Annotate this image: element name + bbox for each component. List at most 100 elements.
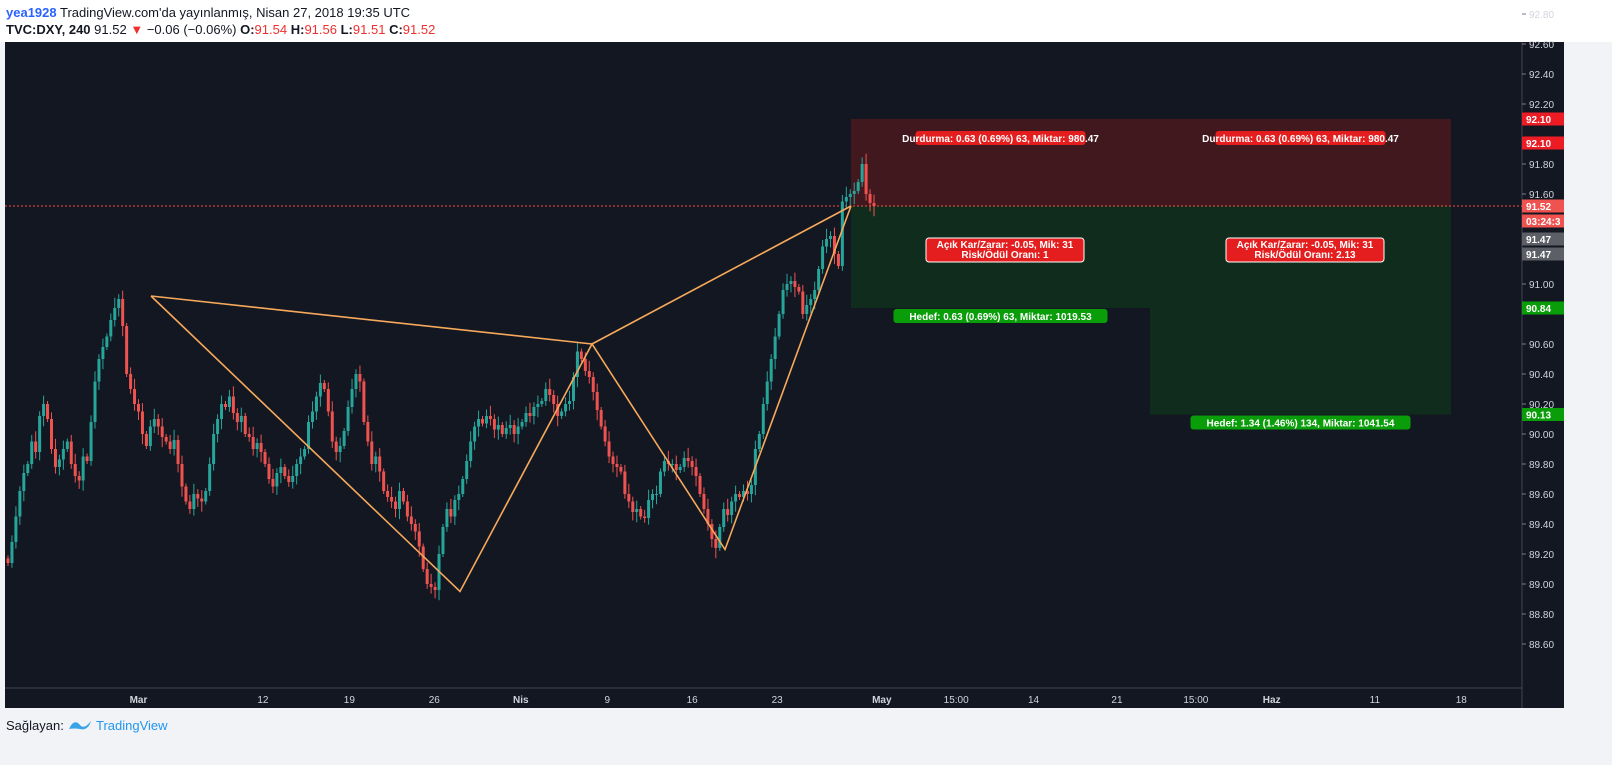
- candle-body: [813, 290, 817, 299]
- candle-body: [492, 419, 496, 430]
- time-tick-label: Nis: [513, 695, 529, 706]
- down-arrow-icon: ▼: [130, 22, 144, 37]
- candle-body: [326, 389, 330, 412]
- target-zone-2[interactable]: [1150, 206, 1451, 415]
- candle-body: [176, 440, 180, 464]
- candle-body: [192, 494, 196, 509]
- low-value: 91.51: [352, 22, 386, 37]
- candle-body: [231, 396, 235, 413]
- time-tick-label: 23: [772, 695, 784, 706]
- candle-body: [81, 456, 85, 481]
- candle-body: [263, 452, 267, 464]
- price-tick-label: 88.60: [1529, 640, 1554, 651]
- candle-body: [564, 404, 568, 412]
- publish-line: yea1928 TradingView.com'da yayınlanmış, …: [6, 5, 410, 20]
- candle-body: [825, 239, 829, 247]
- price-tick-label: 90.60: [1529, 340, 1554, 351]
- candle-body: [864, 164, 868, 194]
- candle-body: [730, 501, 734, 515]
- provided-by-label: Sağlayan:: [6, 718, 64, 733]
- candle-body: [587, 371, 591, 377]
- candle-body: [386, 491, 390, 497]
- time-tick-label: 14: [1028, 695, 1040, 706]
- candle-body: [394, 501, 398, 509]
- time-axis[interactable]: [5, 688, 1522, 708]
- price-badge-label: 90.13: [1526, 411, 1551, 422]
- candle-body: [417, 531, 421, 547]
- candle-body: [769, 359, 773, 382]
- price-badge: [1522, 408, 1564, 421]
- harmonic-pattern-leg[interactable]: [591, 205, 852, 345]
- candle-body: [445, 509, 449, 527]
- candle-body: [745, 491, 749, 494]
- harmonic-pattern-leg[interactable]: [150, 295, 593, 345]
- candle-body: [77, 476, 81, 481]
- candle-body: [805, 305, 809, 314]
- candle-body: [429, 584, 433, 587]
- open-value: 91.54: [254, 22, 288, 37]
- candle-body: [441, 527, 445, 554]
- candle-body: [607, 441, 611, 457]
- candle-body: [34, 441, 38, 452]
- time-tick-label: Mar: [130, 695, 148, 706]
- candle-body: [532, 407, 536, 416]
- candle-body: [662, 461, 666, 472]
- candle-body: [160, 426, 164, 437]
- price-axis[interactable]: [1522, 42, 1564, 708]
- candle-body: [872, 203, 876, 206]
- candle-body: [69, 441, 73, 464]
- candle-body: [698, 476, 702, 494]
- candle-body: [6, 558, 10, 563]
- candle-body: [560, 411, 564, 416]
- price-tick-label: 92.80: [1529, 10, 1554, 21]
- candle-body: [212, 434, 216, 464]
- symbol-label[interactable]: TVC:DXY, 240: [6, 22, 91, 37]
- price-badge: [1522, 301, 1564, 315]
- candle-body: [10, 542, 14, 563]
- candle-body: [310, 411, 314, 422]
- candle-body: [117, 299, 121, 308]
- tradingview-brand-link[interactable]: TradingView: [96, 718, 168, 733]
- candle-body: [200, 498, 204, 502]
- stop-label-2: Durdurma: 0.63 (0.69%) 63, Miktar: 980.4…: [1202, 134, 1399, 145]
- candle-body: [362, 381, 366, 422]
- candle-body: [425, 569, 429, 584]
- price-chart[interactable]: Durdurma: 0.63 (0.69%) 63, Miktar: 980.4…: [0, 0, 1612, 708]
- candle-body: [247, 434, 251, 437]
- candle-body: [844, 197, 848, 202]
- candle-body: [781, 290, 785, 314]
- price-change: −0.06 (−0.06%): [146, 22, 237, 37]
- high-label: H:: [290, 22, 305, 37]
- author-link[interactable]: yea1928: [6, 5, 57, 20]
- candle-body: [358, 374, 362, 382]
- candle-body: [552, 395, 556, 404]
- candle-body: [433, 587, 437, 590]
- candle-body: [322, 383, 326, 389]
- candle-body: [314, 396, 318, 412]
- time-tick-label: 15:00: [944, 695, 969, 706]
- candle-body: [235, 413, 239, 422]
- price-tick-label: 89.00: [1529, 580, 1554, 591]
- price-tick-label: 90.00: [1529, 430, 1554, 441]
- high-value: 91.56: [304, 22, 337, 37]
- candle-body: [89, 422, 93, 461]
- price-badge-label: 91.52: [1526, 202, 1551, 213]
- open-pnl-label-1: Açık Kar/Zarar: -0.05, Mik: 31: [937, 240, 1074, 251]
- price-tick-label: 90.40: [1529, 370, 1554, 381]
- candle-body: [579, 351, 583, 359]
- candle-body: [271, 479, 275, 487]
- candle-body: [208, 464, 212, 491]
- candle-body: [330, 411, 334, 442]
- candle-body: [49, 419, 53, 449]
- candle-body: [18, 491, 22, 517]
- candle-body: [129, 374, 133, 389]
- tradingview-logo-icon[interactable]: [68, 717, 92, 733]
- price-tick-label: 91.80: [1529, 160, 1554, 171]
- candle-body: [738, 494, 742, 497]
- candle-body: [397, 491, 401, 509]
- candle-body: [299, 456, 303, 464]
- candle-body: [172, 440, 176, 449]
- price-badge-label: 92.10: [1526, 115, 1551, 126]
- candle-body: [484, 416, 488, 424]
- time-tick-label: 16: [687, 695, 699, 706]
